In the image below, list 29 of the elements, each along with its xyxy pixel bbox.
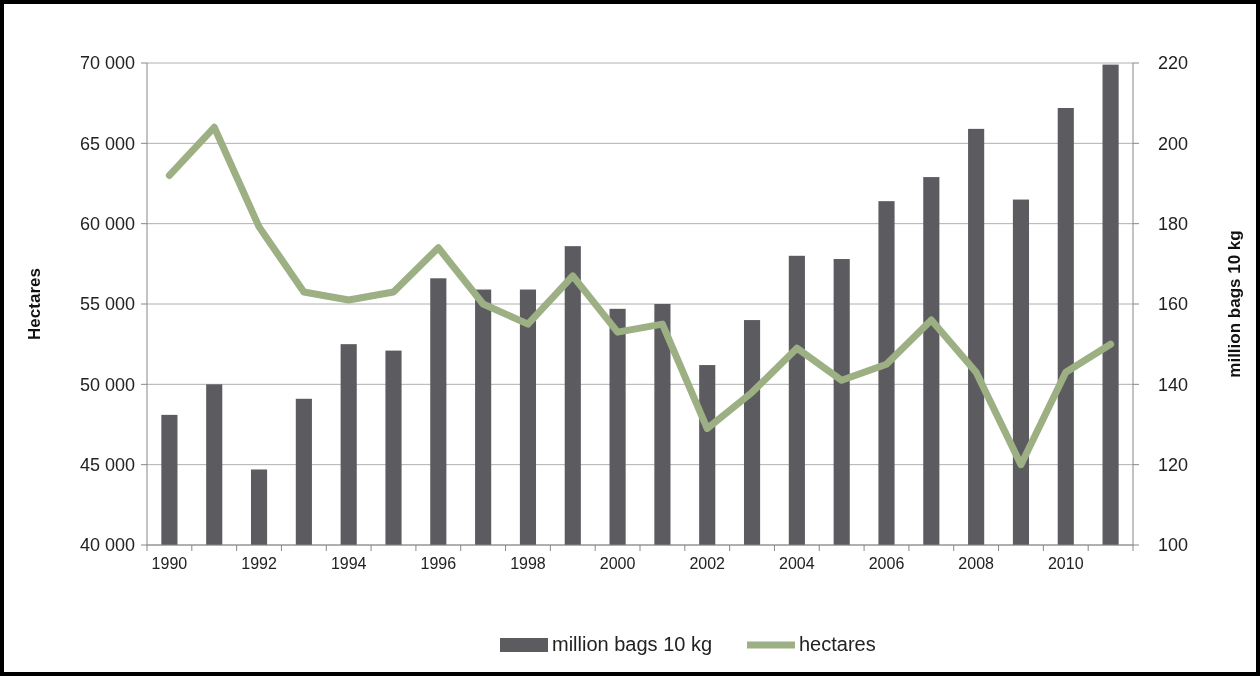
y2-tick-label: 220 bbox=[1157, 53, 1189, 74]
x-tick-label: 1994 bbox=[330, 555, 367, 572]
y-axis-title: Hectares bbox=[25, 268, 44, 340]
x-tick-label: 1998 bbox=[510, 555, 546, 572]
y2-tick-label: 120 bbox=[1157, 454, 1189, 475]
x-tick-label: 1990 bbox=[151, 555, 188, 572]
y-tick-label: 65 000 bbox=[79, 133, 135, 154]
y2-tick-label: 160 bbox=[1157, 294, 1189, 315]
x-tick-label: 2000 bbox=[599, 555, 636, 572]
x-tick-label: 1992 bbox=[241, 555, 277, 572]
y-tick-label: 55 000 bbox=[79, 294, 135, 315]
y-tick-label: 70 000 bbox=[79, 53, 135, 74]
y-tick-label: 50 000 bbox=[79, 374, 135, 395]
y-tick-label: 40 000 bbox=[79, 535, 135, 556]
y-tick-label: 60 000 bbox=[79, 213, 135, 234]
x-tick-label: 2002 bbox=[689, 555, 726, 572]
x-tick-label: 2008 bbox=[958, 555, 995, 572]
x-tick-label: 1996 bbox=[420, 555, 457, 572]
x-tick-label: 2004 bbox=[779, 555, 815, 572]
y-tick-label: 45 000 bbox=[79, 454, 135, 475]
y2-tick-label: 180 bbox=[1157, 213, 1189, 234]
x-tick-label: 2010 bbox=[1047, 555, 1084, 572]
legend-label: million bags 10 kg bbox=[552, 633, 713, 655]
legend-label: hectares bbox=[799, 633, 876, 655]
y2-tick-label: 200 bbox=[1157, 133, 1189, 154]
y2-axis-title: million bags 10 kg bbox=[1225, 230, 1244, 378]
y2-tick-label: 140 bbox=[1157, 374, 1189, 395]
y2-tick-label: 100 bbox=[1157, 535, 1189, 556]
x-tick-label: 2006 bbox=[868, 555, 905, 572]
